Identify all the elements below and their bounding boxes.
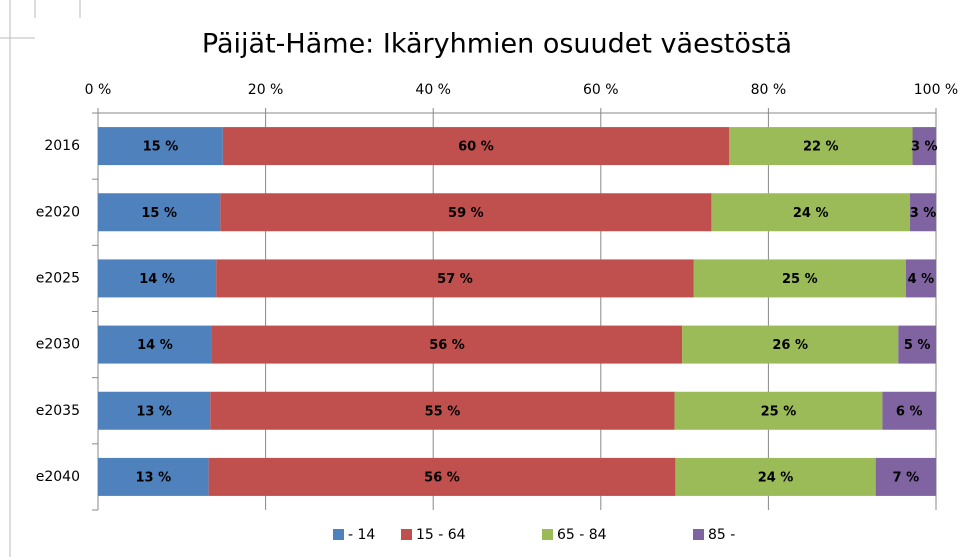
bar-segment (898, 325, 936, 364)
x-tick-label: 40 % (415, 82, 451, 98)
bar-segment (675, 457, 876, 496)
legend-label: - 14 (348, 527, 375, 543)
bar-segment (216, 259, 694, 298)
bar-segment (912, 127, 936, 166)
bar-segment (882, 391, 936, 430)
bar-segment (98, 127, 223, 166)
bar-segment (98, 325, 212, 364)
value-label: 25 % (761, 404, 797, 419)
x-tick-label: 20 % (248, 82, 284, 98)
legend-label: 15 - 64 (416, 527, 466, 543)
value-label: 24 % (793, 206, 829, 221)
bar-segment (220, 193, 712, 232)
value-label: 15 % (143, 140, 179, 155)
bar-segment (98, 259, 217, 298)
legend-swatch (693, 529, 704, 540)
value-label: 56 % (424, 470, 460, 485)
bar-segment (693, 259, 906, 298)
value-label: 26 % (772, 338, 808, 353)
bar-segment (875, 457, 936, 496)
bar-segment (210, 391, 675, 430)
value-label: 7 % (893, 470, 920, 485)
value-label: 3 % (911, 140, 938, 155)
value-label: 6 % (896, 404, 923, 419)
bar-segment (674, 391, 883, 430)
y-tick-label: e2040 (36, 469, 80, 485)
y-tick-label: e2030 (36, 337, 80, 353)
bar-segment (905, 259, 936, 298)
value-label: 22 % (803, 140, 839, 155)
value-label: 15 % (141, 206, 177, 221)
legend-swatch (333, 529, 344, 540)
bar-segment (711, 193, 911, 232)
value-label: 13 % (136, 404, 172, 419)
legend-swatch (401, 529, 412, 540)
y-tick-label: 2016 (44, 138, 80, 154)
bar-segment (208, 457, 676, 496)
y-tick-label: e2020 (36, 204, 80, 220)
value-label: 60 % (458, 140, 494, 155)
bar-segment (98, 391, 211, 430)
value-label: 13 % (135, 470, 171, 485)
y-tick-label: e2025 (36, 270, 80, 286)
bar-segment (98, 193, 221, 232)
value-label: 59 % (448, 206, 484, 221)
value-label: 24 % (758, 470, 794, 485)
value-label: 4 % (908, 272, 935, 287)
x-tick-label: 100 % (914, 82, 958, 98)
x-tick-label: 0 % (85, 82, 112, 98)
bar-segment (222, 127, 730, 166)
value-label: 56 % (429, 338, 465, 353)
bar-segment (211, 325, 683, 364)
chart-title: Päijät-Häme: Ikäryhmien osuudet väestöst… (202, 29, 792, 60)
bar-segment (729, 127, 913, 166)
value-label: 57 % (437, 272, 473, 287)
value-label: 5 % (904, 338, 931, 353)
value-label: 14 % (139, 272, 175, 287)
y-tick-label: e2035 (36, 403, 80, 419)
bar-segment (910, 193, 936, 232)
value-label: 25 % (782, 272, 818, 287)
x-tick-label: 80 % (751, 82, 787, 98)
value-label: 3 % (910, 206, 937, 221)
value-label: 14 % (137, 338, 173, 353)
bar-segment (98, 457, 209, 496)
bar-segment (682, 325, 899, 364)
legend-label: 65 - 84 (557, 527, 607, 543)
legend-swatch (542, 529, 553, 540)
value-label: 55 % (425, 404, 461, 419)
x-tick-label: 60 % (583, 82, 619, 98)
legend-label: 85 - (708, 527, 735, 543)
